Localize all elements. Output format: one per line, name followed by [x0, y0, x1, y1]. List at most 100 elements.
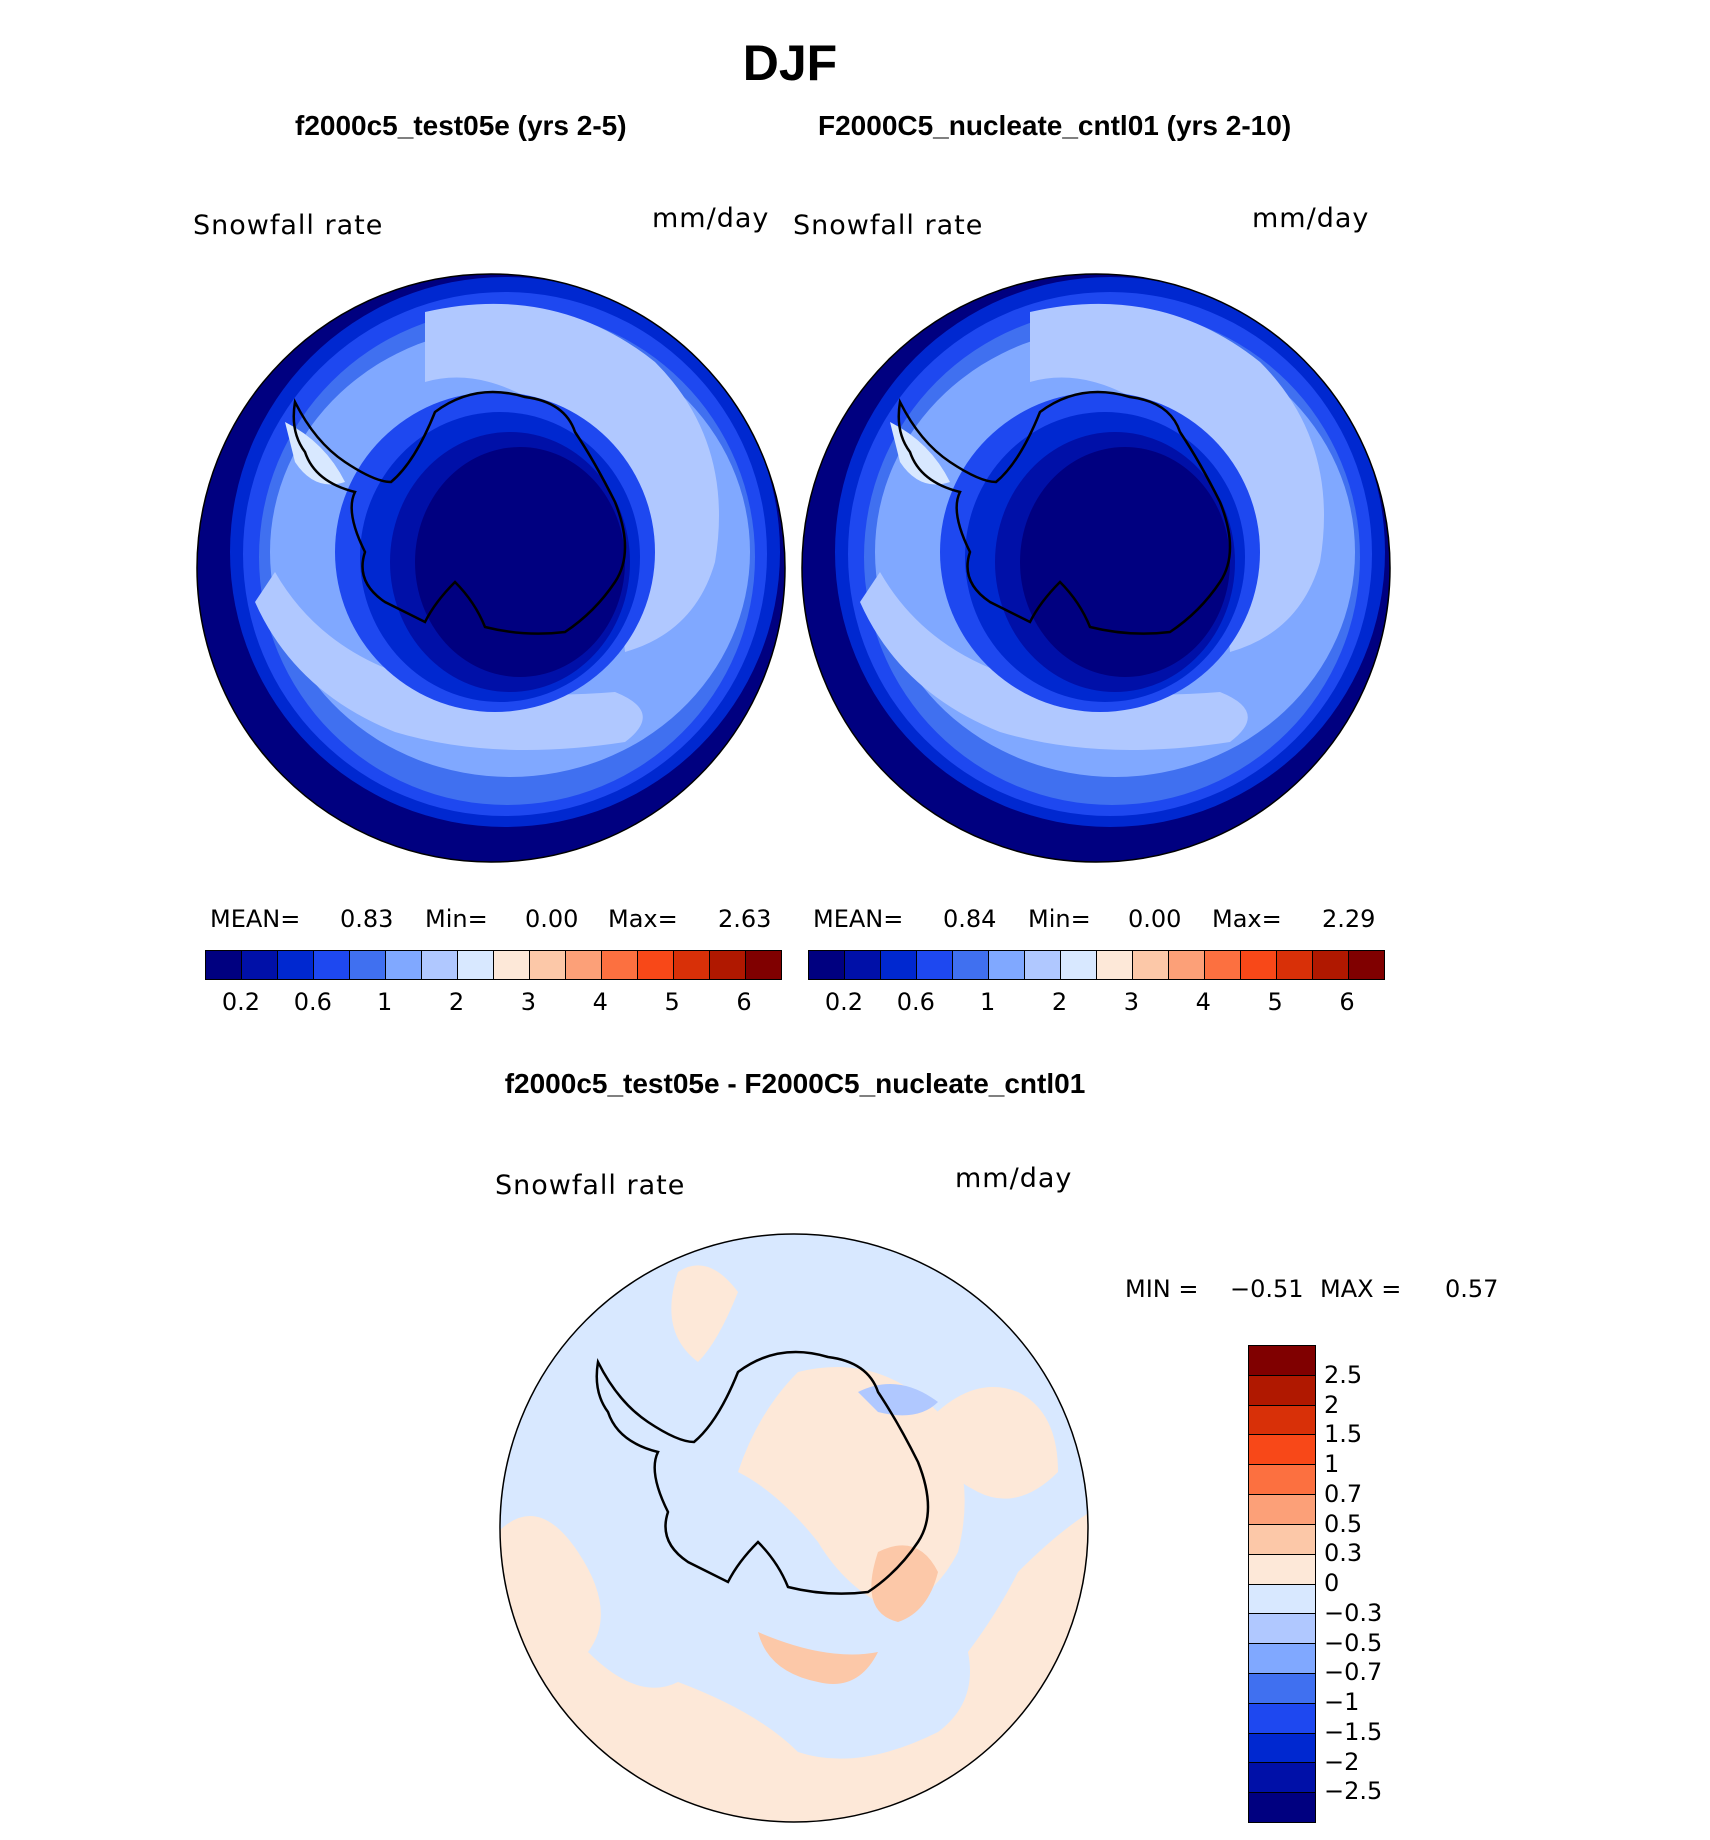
colorbar-swatch [1249, 1346, 1315, 1376]
diff-colorbar [1248, 1345, 1316, 1823]
left-min-label: Min= [425, 905, 488, 933]
colorbar-swatch [1277, 951, 1313, 979]
colorbar-tick-label: 1 [980, 988, 996, 1016]
colorbar-swatch [242, 951, 278, 979]
colorbar-swatch [1349, 951, 1384, 979]
colorbar-swatch [1133, 951, 1169, 979]
right-variable-label: Snowfall rate [793, 210, 984, 241]
colorbar-tick-label: 0.5 [1324, 1509, 1363, 1538]
left-mean-value: 0.83 [340, 905, 394, 933]
left-panel-title: f2000c5_test05e (yrs 2-5) [295, 110, 627, 141]
colorbar-swatch [845, 951, 881, 979]
colorbar-tick-label: 4 [1195, 988, 1211, 1016]
colorbar-swatch [1169, 951, 1205, 979]
colorbar-swatch [566, 951, 602, 979]
colorbar-tick-label: 2 [448, 988, 465, 1016]
colorbar-tick-label: −0.3 [1324, 1598, 1383, 1627]
colorbar-swatch [1249, 1644, 1315, 1674]
right-max-label: Max= [1212, 905, 1282, 933]
diff-max-label: MAX = [1320, 1275, 1402, 1303]
right-max-value: 2.29 [1322, 905, 1376, 933]
colorbar-swatch [1249, 1375, 1315, 1406]
colorbar-tick-label: 1 [377, 988, 393, 1016]
right-min-label: Min= [1028, 905, 1091, 933]
diff-max-value: 0.57 [1445, 1275, 1499, 1303]
colorbar-tick-label: −0.5 [1324, 1628, 1383, 1657]
colorbar-tick-label: 1 [1324, 1450, 1340, 1478]
colorbar-tick-label: 0 [1324, 1569, 1340, 1597]
colorbar-swatch [278, 951, 314, 979]
left-min-value: 0.00 [525, 905, 579, 933]
colorbar-swatch [917, 951, 953, 979]
colorbar-swatch [1249, 1554, 1315, 1585]
left-mean-label: MEAN= [210, 905, 301, 933]
colorbar-tick-label: 0.2 [221, 988, 261, 1016]
colorbar-swatch [1249, 1405, 1315, 1436]
right-colorbar [808, 950, 1385, 980]
colorbar-swatch [1025, 951, 1061, 979]
colorbar-tick-label: 5 [1267, 988, 1283, 1016]
colorbar-swatch [953, 951, 989, 979]
left-variable-label: Snowfall rate [193, 210, 384, 241]
colorbar-swatch [1249, 1584, 1315, 1615]
colorbar-tick-label: 0.7 [1324, 1479, 1363, 1508]
colorbar-tick-label: −1.5 [1324, 1717, 1383, 1746]
colorbar-swatch [1313, 951, 1349, 979]
colorbar-swatch [674, 951, 710, 979]
diff-panel-title: f2000c5_test05e - F2000C5_nucleate_cntl0… [504, 1068, 1086, 1099]
colorbar-swatch [386, 951, 422, 979]
colorbar-swatch [314, 951, 350, 979]
colorbar-tick-label: 0.3 [1324, 1539, 1363, 1568]
colorbar-swatch [1249, 1614, 1315, 1645]
right-panel-title: F2000C5_nucleate_cntl01 (yrs 2-10) [818, 110, 1292, 141]
left-snowfall-map [196, 273, 786, 863]
colorbar-swatch [1249, 1524, 1315, 1555]
colorbar-swatch [1249, 1703, 1315, 1734]
colorbar-tick-label: 2 [1324, 1390, 1340, 1419]
colorbar-tick-label: 6 [736, 988, 752, 1016]
right-mean-value: 0.84 [943, 905, 997, 933]
diff-variable-label: Snowfall rate [495, 1170, 686, 1201]
colorbar-swatch [350, 951, 386, 979]
left-colorbar [205, 950, 782, 980]
colorbar-tick-label: 2.5 [1324, 1360, 1363, 1389]
colorbar-tick-label: 2 [1051, 988, 1068, 1016]
antarctica-coastline [292, 390, 627, 635]
colorbar-swatch [1249, 1673, 1315, 1704]
colorbar-tick-label: −2.5 [1324, 1777, 1383, 1806]
colorbar-swatch [1249, 1495, 1315, 1525]
colorbar-swatch [530, 951, 566, 979]
colorbar-swatch [710, 951, 746, 979]
colorbar-tick-label: 1.5 [1324, 1420, 1363, 1449]
antarctica-coastline [595, 1350, 930, 1595]
antarctica-coastline [897, 390, 1232, 635]
colorbar-swatch [1249, 1763, 1315, 1794]
colorbar-swatch [1249, 1733, 1315, 1764]
colorbar-swatch [1205, 951, 1241, 979]
colorbar-tick-label: 4 [592, 988, 608, 1016]
colorbar-swatch [1241, 951, 1277, 979]
right-min-value: 0.00 [1128, 905, 1182, 933]
colorbar-swatch [809, 951, 845, 979]
diff-min-value: −0.51 [1230, 1275, 1304, 1303]
right-units-label: mm/day [1252, 203, 1370, 234]
colorbar-swatch [1249, 1435, 1315, 1466]
colorbar-swatch [1097, 951, 1133, 979]
colorbar-swatch [494, 951, 530, 979]
diff-units-label: mm/day [955, 1163, 1073, 1194]
colorbar-tick-label: 5 [664, 988, 680, 1016]
colorbar-swatch [422, 951, 458, 979]
colorbar-tick-label: 3 [1123, 988, 1140, 1016]
colorbar-tick-label: 3 [520, 988, 537, 1016]
right-snowfall-map [801, 273, 1391, 863]
left-units-label: mm/day [652, 203, 770, 234]
colorbar-swatch [638, 951, 674, 979]
colorbar-tick-label: −2 [1324, 1747, 1360, 1776]
colorbar-swatch [206, 951, 242, 979]
colorbar-swatch [458, 951, 494, 979]
diff-min-label: MIN = [1125, 1275, 1199, 1303]
figure-title: DJF [742, 35, 838, 91]
colorbar-tick-label: −1 [1324, 1688, 1360, 1716]
colorbar-swatch [746, 951, 781, 979]
left-max-value: 2.63 [718, 905, 772, 933]
